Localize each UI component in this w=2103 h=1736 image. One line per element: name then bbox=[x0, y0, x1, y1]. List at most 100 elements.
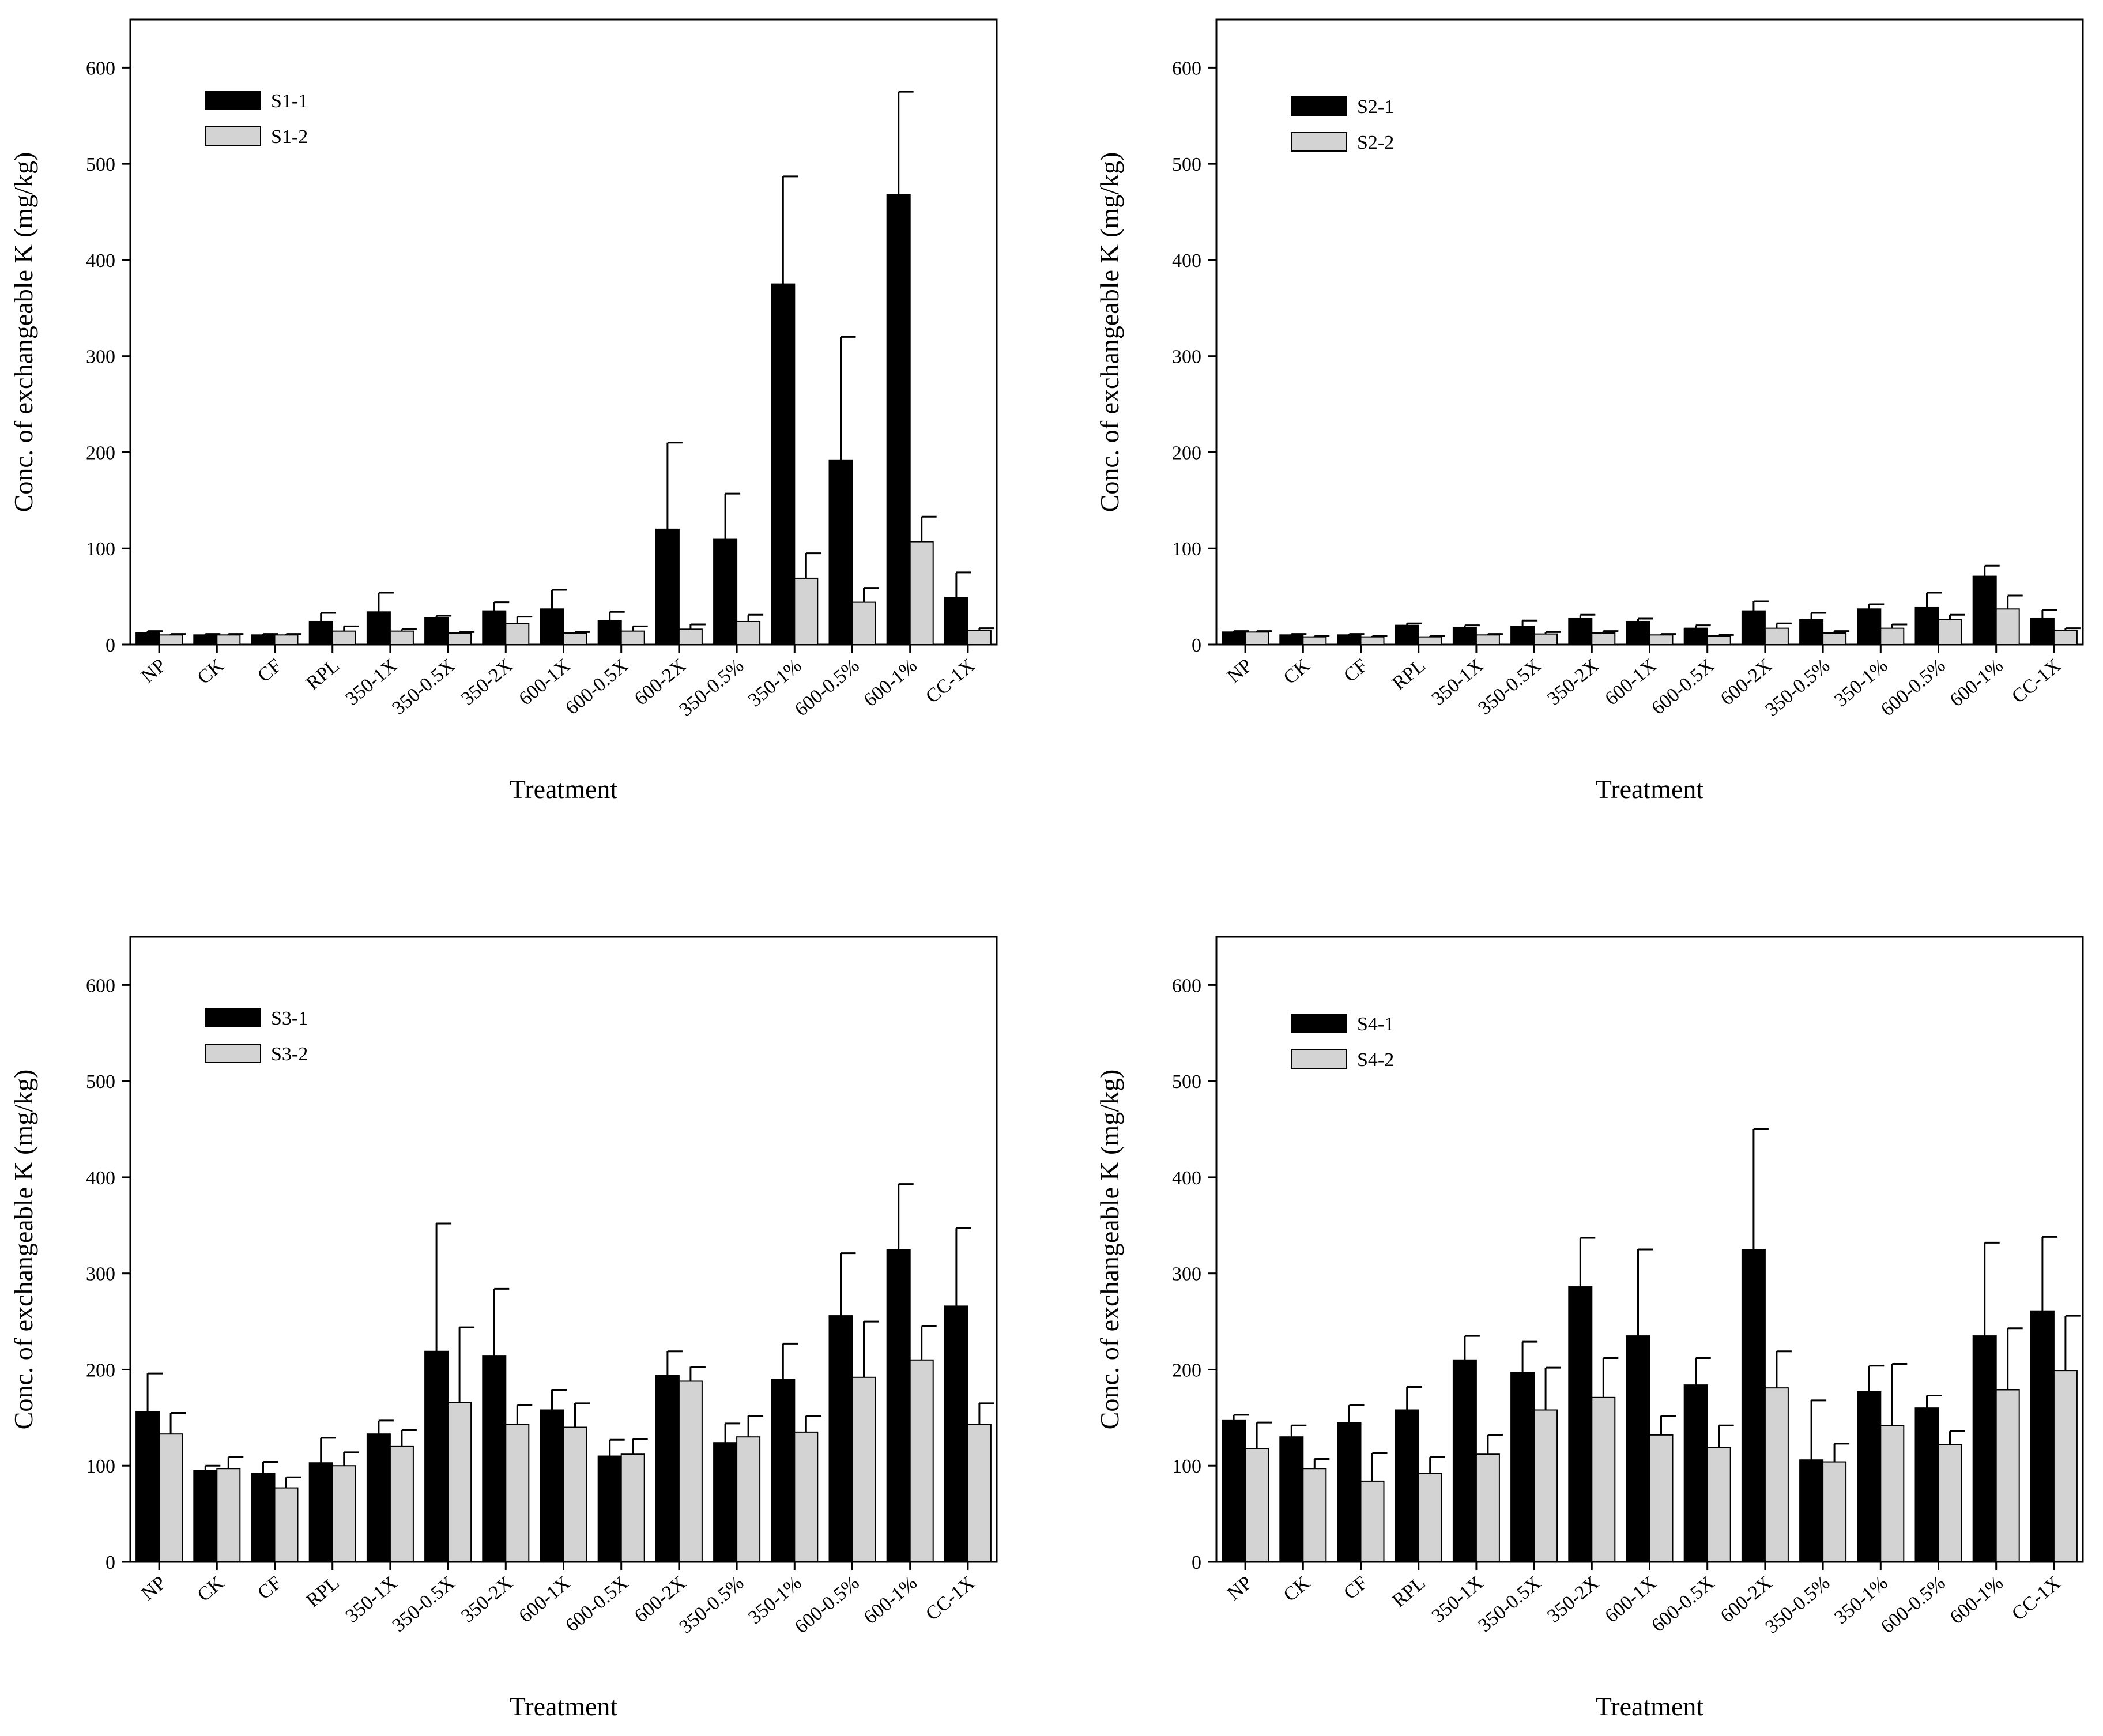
bar-S2-1-600-0.5X bbox=[1683, 627, 1708, 645]
legend-label-S3-1: S3-1 bbox=[271, 1008, 308, 1029]
x-tick-label: 600-0.5X bbox=[561, 1572, 632, 1637]
bar-S4-1-350-2X bbox=[1568, 1286, 1593, 1563]
x-tick-label: RPL bbox=[1388, 1572, 1430, 1611]
x-tick-label: 350-0.5% bbox=[1761, 1572, 1834, 1638]
bar-S2-1-350-0.5X bbox=[1510, 626, 1535, 645]
bar-S4-2-350-0.5X bbox=[1533, 1409, 1558, 1563]
x-tick-label: CK bbox=[1279, 654, 1314, 688]
bar-S1-2-NP bbox=[159, 634, 183, 646]
x-tick-label: CC-1X bbox=[2008, 1572, 2065, 1625]
bar-S2-2-RPL bbox=[1418, 636, 1442, 645]
legend-label-S2-1: S2-1 bbox=[1357, 96, 1394, 118]
x-axis-title: Treatment bbox=[1596, 774, 1704, 804]
x-tick-label: 600-1% bbox=[860, 1572, 921, 1629]
x-tick-label: CF bbox=[1340, 655, 1372, 687]
bar-S1-1-350-2X bbox=[482, 610, 507, 645]
x-tick-label: 350-0.5% bbox=[675, 1572, 748, 1638]
bar-S4-1-RPL bbox=[1395, 1409, 1419, 1563]
bar-S3-1-600-1X bbox=[540, 1409, 564, 1563]
bar-S2-2-350-0.5X bbox=[1533, 633, 1558, 646]
y-tick-label: 100 bbox=[86, 539, 115, 560]
x-tick-label: 600-0.5X bbox=[1648, 655, 1718, 720]
bar-S1-1-600-1X bbox=[540, 608, 564, 646]
x-tick-label: CC-1X bbox=[922, 1572, 979, 1625]
bar-S2-2-350-0.5% bbox=[1822, 632, 1847, 645]
y-tick-label: 0 bbox=[1192, 1552, 1201, 1573]
bar-S1-1-350-1X bbox=[366, 611, 391, 645]
bar-S1-2-600-1X bbox=[563, 632, 587, 645]
x-tick-label: 350-2X bbox=[1543, 655, 1603, 710]
x-tick-label: 600-1% bbox=[1946, 1572, 2007, 1629]
bar-S4-2-350-1% bbox=[1880, 1425, 1905, 1563]
legend-swatch-S4-1 bbox=[1291, 1014, 1347, 1033]
bar-S4-2-NP bbox=[1245, 1448, 1269, 1563]
x-tick-label: RPL bbox=[1388, 655, 1430, 694]
x-tick-label: 600-1% bbox=[860, 655, 921, 711]
x-tick-label: CF bbox=[254, 1572, 286, 1604]
bar-S3-1-600-0.5% bbox=[828, 1315, 853, 1563]
bar-S1-2-600-1% bbox=[909, 541, 934, 646]
x-tick-label: 350-0.5X bbox=[388, 655, 459, 720]
x-tick-label: 600-0.5X bbox=[561, 655, 632, 720]
x-tick-label: 600-0.5% bbox=[1877, 655, 1950, 721]
x-tick-label: CK bbox=[193, 1572, 228, 1606]
y-tick-label: 600 bbox=[1172, 975, 1201, 996]
bar-S4-2-CK bbox=[1302, 1468, 1327, 1563]
y-tick-label: 200 bbox=[1172, 442, 1201, 464]
x-tick-label: CK bbox=[1279, 1572, 1314, 1606]
bar-S2-1-600-2X bbox=[1741, 610, 1766, 645]
y-tick-label: 300 bbox=[1172, 347, 1201, 368]
legend-label-S2-2: S2-2 bbox=[1357, 132, 1394, 153]
bar-S1-2-CC-1X bbox=[967, 629, 992, 646]
legend-label-S3-2: S3-2 bbox=[271, 1044, 308, 1065]
bar-S1-1-350-0.5X bbox=[424, 617, 449, 645]
y-tick-label: 500 bbox=[86, 154, 115, 175]
y-tick-label: 600 bbox=[86, 975, 115, 996]
bar-S2-2-600-0.5X bbox=[1706, 635, 1731, 645]
x-tick-label: 600-0.5X bbox=[1648, 1572, 1718, 1637]
bar-S2-1-CF bbox=[1337, 634, 1362, 646]
bar-S3-1-CK bbox=[193, 1470, 218, 1563]
bar-S4-2-600-0.5% bbox=[1938, 1444, 1962, 1562]
bar-S1-2-600-0.5% bbox=[851, 601, 876, 646]
y-tick-label: 400 bbox=[86, 1168, 115, 1189]
y-tick-label: 200 bbox=[86, 1360, 115, 1381]
y-tick-label: 300 bbox=[1172, 1264, 1201, 1285]
x-tick-label: 600-0.5% bbox=[791, 655, 864, 721]
bar-S2-2-CC-1X bbox=[2053, 629, 2078, 646]
bar-S2-2-600-0.5% bbox=[1938, 619, 1962, 646]
legend-label-S4-1: S4-1 bbox=[1357, 1014, 1394, 1035]
bar-S1-1-600-2X bbox=[655, 528, 680, 646]
bar-S4-2-600-1% bbox=[1995, 1389, 2020, 1563]
bar-S3-1-600-1% bbox=[886, 1249, 911, 1562]
legend: S3-1 S3-2 bbox=[205, 1008, 308, 1065]
bar-S1-1-CC-1X bbox=[944, 597, 968, 646]
bar-S2-1-CK bbox=[1279, 634, 1304, 646]
x-tick-label: RPL bbox=[302, 655, 344, 694]
bar-S1-2-350-0.5% bbox=[736, 620, 761, 645]
x-tick-label: CC-1X bbox=[922, 655, 979, 707]
bar-S3-2-600-0.5% bbox=[851, 1376, 876, 1562]
y-tick-label: 500 bbox=[1172, 1071, 1201, 1093]
bar-S3-1-600-0.5X bbox=[597, 1455, 622, 1563]
bar-S2-1-600-1X bbox=[1626, 620, 1650, 645]
bar-S3-2-350-0.5X bbox=[447, 1402, 472, 1562]
bar-S3-1-350-2X bbox=[482, 1355, 507, 1562]
x-tick-label: 600-0.5% bbox=[791, 1572, 864, 1638]
bar-S2-2-350-1X bbox=[1475, 634, 1500, 646]
bar-S2-1-RPL bbox=[1395, 624, 1419, 645]
x-tick-label: 350-0.5% bbox=[1761, 655, 1834, 721]
bar-S1-2-600-2X bbox=[678, 628, 703, 645]
bar-S2-1-600-1% bbox=[1972, 575, 1997, 646]
x-tick-label: RPL bbox=[302, 1572, 344, 1611]
bar-S3-1-CF bbox=[251, 1473, 276, 1562]
legend-swatch-S1-2 bbox=[205, 126, 261, 146]
bar-S2-1-NP bbox=[1222, 631, 1246, 645]
x-tick-label: 350-2X bbox=[457, 655, 517, 710]
bar-S2-1-600-0.5% bbox=[1914, 606, 1939, 645]
bar-S1-1-600-0.5% bbox=[828, 459, 853, 646]
legend: S2-1 S2-2 bbox=[1291, 96, 1394, 153]
bar-S2-2-600-1X bbox=[1649, 634, 1674, 646]
